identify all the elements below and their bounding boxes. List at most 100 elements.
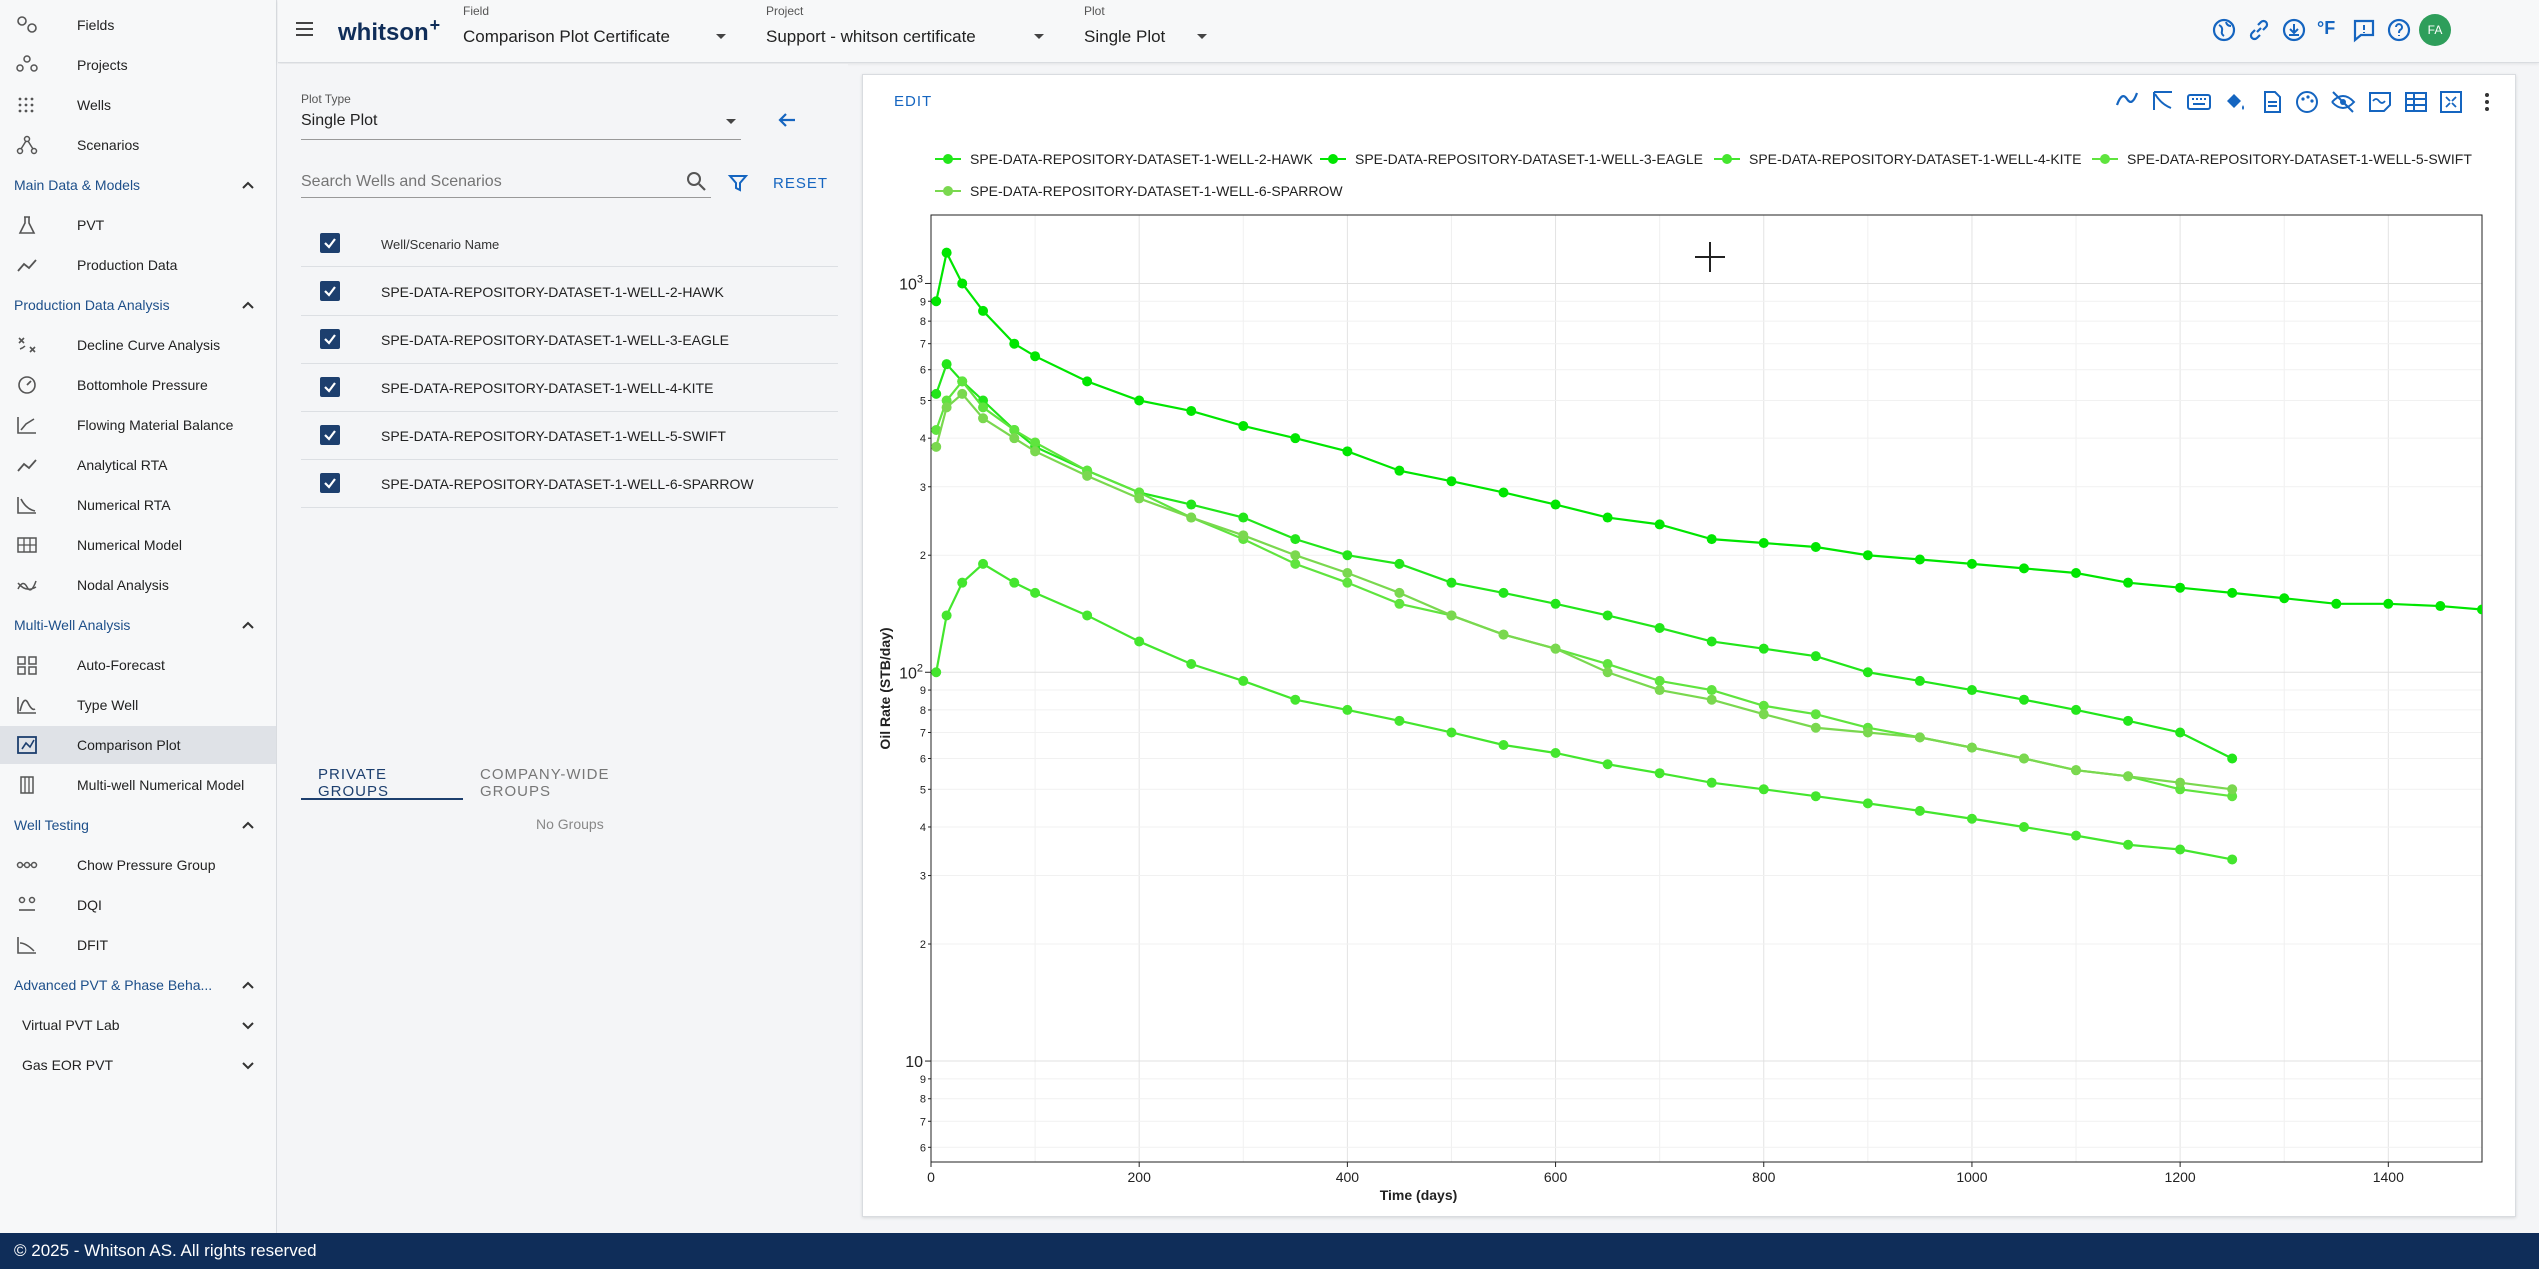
well-row[interactable]: SPE-DATA-REPOSITORY-DATASET-1-WELL-2-HAW… — [301, 276, 838, 322]
paint-bucket-icon[interactable] — [2222, 89, 2248, 115]
sidebar-section-main-data-models[interactable]: Main Data & Models — [0, 166, 276, 204]
sidebar-section-well-testing[interactable]: Well Testing — [0, 806, 276, 844]
plot-type-select[interactable]: Single Plot — [301, 110, 741, 140]
plot-type-value: Single Plot — [301, 112, 378, 129]
data-point — [1342, 446, 1353, 457]
sidebar-item-fields[interactable]: Fields — [0, 6, 276, 44]
fit-screen-icon[interactable] — [2438, 89, 2464, 115]
well-checkbox[interactable] — [320, 377, 340, 397]
temperature-unit-toggle[interactable]: °F — [2317, 18, 2336, 38]
data-point — [1082, 610, 1093, 621]
chevron-down-icon — [240, 1057, 256, 1073]
well-row[interactable]: SPE-DATA-REPOSITORY-DATASET-1-WELL-4-KIT… — [301, 372, 838, 418]
data-point — [957, 388, 968, 399]
tab-private-groups[interactable]: PRIVATE GROUPS — [301, 752, 463, 800]
sidebar-item-type-well[interactable]: Type Well — [0, 686, 276, 724]
link-icon[interactable] — [2246, 17, 2272, 43]
sidebar-item-label: DFIT — [77, 937, 109, 953]
legend-item[interactable]: SPE-DATA-REPOSITORY-DATASET-1-WELL-3-EAG… — [1320, 151, 1703, 167]
grid-model-icon — [16, 535, 38, 555]
menu-icon[interactable] — [294, 20, 316, 38]
chevron-down-icon — [240, 1017, 256, 1033]
sidebar-item-bottomhole-pressure[interactable]: Bottomhole Pressure — [0, 366, 276, 404]
y-minor-tick-label: 6 — [920, 1142, 926, 1154]
logo[interactable]: whitson+ — [338, 15, 440, 47]
data-point — [2279, 593, 2290, 604]
sidebar-item-comparison-plot[interactable]: Comparison Plot — [0, 726, 276, 764]
legend-item[interactable]: SPE-DATA-REPOSITORY-DATASET-1-WELL-4-KIT… — [1714, 151, 2081, 167]
data-point — [1602, 659, 1613, 670]
hide-icon[interactable] — [2330, 89, 2356, 115]
sidebar-item-multi-well-numerical-model[interactable]: Multi-well Numerical Model — [0, 766, 276, 804]
well-row[interactable]: SPE-DATA-REPOSITORY-DATASET-1-WELL-5-SWI… — [301, 420, 838, 466]
project-select[interactable]: Project Support - whitson certificate — [766, 0, 1051, 63]
table-icon[interactable] — [2403, 89, 2429, 115]
data-point — [1290, 534, 1301, 545]
data-point — [1654, 685, 1665, 696]
axis-icon[interactable] — [2150, 89, 2176, 115]
field-select[interactable]: Field Comparison Plot Certificate — [463, 0, 733, 63]
legend-swatch-marker — [2100, 154, 2110, 164]
well-checkbox[interactable] — [320, 329, 340, 349]
sidebar-item-wells[interactable]: Wells — [0, 86, 276, 124]
select-all-checkbox[interactable] — [320, 233, 340, 253]
filter-icon[interactable] — [727, 172, 749, 194]
keyboard-icon[interactable] — [2186, 89, 2212, 115]
data-point — [1862, 550, 1873, 561]
sidebar-item-decline-curve-analysis[interactable]: Decline Curve Analysis — [0, 326, 276, 364]
search-icon[interactable] — [685, 170, 707, 197]
well-checkbox[interactable] — [320, 473, 340, 493]
tab-label: COMPANY-WIDE GROUPS — [480, 766, 610, 800]
comparison-plot-icon — [16, 735, 38, 755]
sidebar-item-auto-forecast[interactable]: Auto-Forecast — [0, 646, 276, 684]
well-checkbox[interactable] — [320, 281, 340, 301]
search-input[interactable] — [301, 170, 661, 194]
well-row[interactable]: SPE-DATA-REPOSITORY-DATASET-1-WELL-3-EAG… — [301, 324, 838, 370]
tab-company-wide-groups[interactable]: COMPANY-WIDE GROUPS — [463, 752, 663, 800]
sidebar-item-scenarios[interactable]: Scenarios — [0, 126, 276, 164]
data-point — [1134, 636, 1145, 647]
legend-item[interactable]: SPE-DATA-REPOSITORY-DATASET-1-WELL-6-SPA… — [935, 183, 1343, 199]
document-icon[interactable] — [2259, 89, 2285, 115]
well-row[interactable]: SPE-DATA-REPOSITORY-DATASET-1-WELL-6-SPA… — [301, 468, 838, 514]
sidebar-section-advanced-pvt-phase-beha-[interactable]: Advanced PVT & Phase Beha... — [0, 966, 276, 1004]
sidebar-item-numerical-rta[interactable]: Numerical RTA — [0, 486, 276, 524]
search-field[interactable] — [301, 168, 711, 198]
sidebar-item-nodal-analysis[interactable]: Nodal Analysis — [0, 566, 276, 604]
legend-item[interactable]: SPE-DATA-REPOSITORY-DATASET-1-WELL-2-HAW… — [935, 151, 1313, 167]
sidebar-item-projects[interactable]: Projects — [0, 46, 276, 84]
well-checkbox[interactable] — [320, 425, 340, 445]
data-point — [1758, 709, 1769, 720]
curve-fit-icon[interactable] — [2114, 89, 2140, 115]
data-point — [1342, 550, 1353, 561]
more-vertical-icon[interactable] — [2474, 89, 2500, 115]
data-point — [1030, 446, 1041, 457]
legend-item[interactable]: SPE-DATA-REPOSITORY-DATASET-1-WELL-5-SWI… — [2092, 151, 2472, 167]
back-arrow-icon[interactable] — [775, 108, 799, 132]
data-point — [931, 424, 942, 435]
chevron-down-icon — [716, 34, 726, 39]
sidebar-item-dqi[interactable]: DQI — [0, 886, 276, 924]
edit-button[interactable]: EDIT — [894, 93, 933, 110]
sidebar-item-dfit[interactable]: DFIT — [0, 926, 276, 964]
palette-icon[interactable] — [2294, 89, 2320, 115]
data-point — [957, 376, 968, 387]
help-icon[interactable] — [2386, 17, 2412, 43]
sidebar-item-flowing-material-balance[interactable]: Flowing Material Balance — [0, 406, 276, 444]
sidebar-section-production-data-analysis[interactable]: Production Data Analysis — [0, 286, 276, 324]
download-icon[interactable] — [2281, 17, 2307, 43]
sticky-note-icon[interactable] — [2367, 89, 2393, 115]
sidebar-section-multi-well-analysis[interactable]: Multi-Well Analysis — [0, 606, 276, 644]
sidebar-item-numerical-model[interactable]: Numerical Model — [0, 526, 276, 564]
plot-select[interactable]: Plot Single Plot — [1084, 0, 1214, 63]
user-avatar[interactable]: FA — [2419, 14, 2451, 46]
globe-icon[interactable] — [2211, 17, 2237, 43]
sidebar-item-chow-pressure-group[interactable]: Chow Pressure Group — [0, 846, 276, 884]
sidebar-item-pvt[interactable]: PVT — [0, 206, 276, 244]
sidebar-subsection-virtual-pvt-lab[interactable]: Virtual PVT Lab — [0, 1006, 276, 1044]
feedback-icon[interactable] — [2351, 17, 2377, 43]
sidebar-subsection-gas-eor-pvt[interactable]: Gas EOR PVT — [0, 1046, 276, 1084]
sidebar-item-production-data[interactable]: Production Data — [0, 246, 276, 284]
reset-button[interactable]: RESET — [773, 175, 829, 192]
sidebar-item-analytical-rta[interactable]: Analytical RTA — [0, 446, 276, 484]
